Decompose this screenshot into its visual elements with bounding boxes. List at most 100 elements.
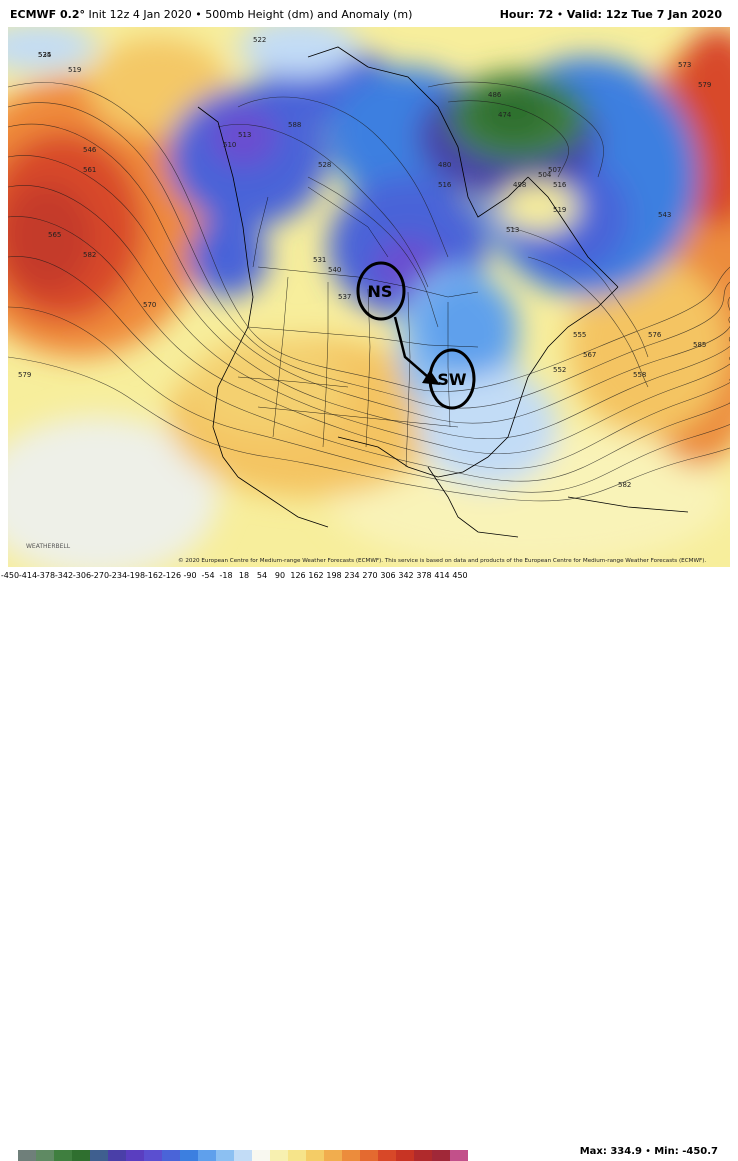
contour-label: 540 bbox=[328, 266, 341, 274]
colorbar-tick-label: -342 bbox=[54, 571, 74, 580]
colorbar-swatch bbox=[270, 1150, 288, 1161]
colorbar-tick-label: -54 bbox=[201, 571, 215, 580]
colorbar-swatch bbox=[90, 1150, 108, 1161]
forecast-hour: Hour: 72 bbox=[499, 8, 554, 21]
contour-label: 585 bbox=[693, 341, 706, 349]
contour-label: 513 bbox=[238, 131, 251, 139]
colorbar-swatch bbox=[234, 1150, 252, 1161]
contour-label: 525 bbox=[38, 51, 51, 59]
colorbar-swatch bbox=[432, 1150, 450, 1161]
colorbar-tick-label: -450 bbox=[0, 571, 20, 580]
max-min-readout: Max: 334.9 • Min: -450.7 bbox=[580, 1146, 718, 1157]
contour-label: 543 bbox=[658, 211, 671, 219]
colorbar-swatch bbox=[288, 1150, 306, 1161]
contour-labels: 5255195225135105465615655825705795165315… bbox=[18, 36, 711, 489]
contour-label: 507 bbox=[548, 166, 561, 174]
copyright-notice: © 2020 European Centre for Medium-range … bbox=[178, 558, 707, 564]
colorbar-swatch bbox=[360, 1150, 378, 1161]
weather-map: NS SW 525 519 522 513 510 546 561 565 582 570 579 5… bbox=[8, 27, 730, 567]
title-left: ECMWF 0.2° Init 12z 4 Jan 2020 • 500mb H… bbox=[10, 8, 412, 21]
contour-label: 579 bbox=[698, 81, 711, 89]
separator: • bbox=[195, 8, 202, 21]
colorbar-swatch bbox=[162, 1150, 180, 1161]
contour-label: 582 bbox=[83, 251, 96, 259]
colorbar-swatch bbox=[342, 1150, 360, 1161]
colorbar-tick-label: -126 bbox=[162, 571, 182, 580]
init-time: Init 12z 4 Jan 2020 bbox=[88, 8, 192, 21]
contour-label: 582 bbox=[618, 481, 631, 489]
colorbar-swatch bbox=[18, 1150, 36, 1161]
colorbar-swatch bbox=[306, 1150, 324, 1161]
colorbar-tick-label: -270 bbox=[90, 571, 110, 580]
field-name: 500mb Height (dm) and Anomaly (m) bbox=[205, 8, 413, 21]
contour-label: 534 bbox=[38, 51, 52, 59]
colorbar-tick-label: 54 bbox=[256, 571, 268, 580]
contour-label: 546 bbox=[83, 146, 97, 154]
contour-label: 531 bbox=[313, 256, 326, 264]
contour-label: 522 bbox=[253, 36, 266, 44]
colorbar-swatch bbox=[72, 1150, 90, 1161]
ns-circle bbox=[356, 261, 406, 321]
max-value: Max: 334.9 bbox=[579, 1146, 642, 1157]
valid-time: Valid: 12z Tue 7 Jan 2020 bbox=[566, 8, 722, 21]
colorbar-swatch bbox=[198, 1150, 216, 1161]
colorbar-swatch bbox=[180, 1150, 198, 1161]
contour-label: 519 bbox=[68, 66, 81, 74]
colorbar-tick-label: 270 bbox=[362, 571, 378, 580]
colorbar-tick-label: 342 bbox=[398, 571, 414, 580]
colorbar-tick-label: 18 bbox=[238, 571, 250, 580]
separator: • bbox=[645, 1146, 652, 1157]
contour-label: 504 bbox=[538, 171, 552, 179]
colorbar-tick-label: 414 bbox=[434, 571, 450, 580]
contour-label: 565 bbox=[48, 231, 61, 239]
colorbar-swatch bbox=[252, 1150, 270, 1161]
contour-label: 573 bbox=[678, 61, 691, 69]
coastlines bbox=[197, 46, 689, 538]
colorbar-swatch bbox=[378, 1150, 396, 1161]
contour-label: 474 bbox=[498, 111, 512, 119]
contour-label: 561 bbox=[83, 166, 96, 174]
sw-circle bbox=[428, 348, 476, 410]
contour-label: 576 bbox=[648, 331, 662, 339]
colorbar-tick-label: 306 bbox=[380, 571, 396, 580]
contour-label: 579 bbox=[18, 371, 31, 379]
colorbar-swatch bbox=[324, 1150, 342, 1161]
colorbar-tick-label: 198 bbox=[326, 571, 342, 580]
sw-label: SW bbox=[437, 370, 467, 389]
contour-label: 480 bbox=[438, 161, 451, 169]
colorbar-tick-label: 378 bbox=[416, 571, 432, 580]
anomaly-map-svg: NS SW 5255195225135105465615655825705795… bbox=[8, 27, 730, 567]
northern-stream-annotation: NS bbox=[356, 261, 406, 321]
colorbar-tick-label: -18 bbox=[219, 571, 233, 580]
colorbar-tick-label: -378 bbox=[36, 571, 56, 580]
colorbar-tick-label: 126 bbox=[290, 571, 306, 580]
colorbar-tick-label: 90 bbox=[274, 571, 286, 580]
contour-label: 558 bbox=[633, 371, 646, 379]
contour-label: 588 bbox=[288, 121, 301, 129]
colorbar-tick-label: -306 bbox=[72, 571, 92, 580]
contour-label: 537 bbox=[338, 293, 351, 301]
min-value: Min: -450.7 bbox=[654, 1146, 718, 1157]
contour-label: 516 bbox=[438, 181, 452, 189]
contour-label: 513 bbox=[506, 226, 519, 234]
colorbar-swatches bbox=[18, 1150, 468, 1161]
colorbar-swatch bbox=[450, 1150, 468, 1161]
header-bar: ECMWF 0.2° Init 12z 4 Jan 2020 • 500mb H… bbox=[0, 0, 738, 27]
colorbar-tick-label: -414 bbox=[18, 571, 38, 580]
colorbar-swatch bbox=[126, 1150, 144, 1161]
colorbar-swatch bbox=[108, 1150, 126, 1161]
colorbar-tick-label: -162 bbox=[144, 571, 164, 580]
contour-label: 570 bbox=[143, 301, 156, 309]
colorbar-tick-label: 234 bbox=[344, 571, 360, 580]
colorbar-tick-label: -234 bbox=[108, 571, 128, 580]
contour-label: 567 bbox=[583, 351, 596, 359]
colorbar-swatch bbox=[396, 1150, 414, 1161]
contour-label: 516 bbox=[553, 181, 567, 189]
colorbar-swatch bbox=[54, 1150, 72, 1161]
southern-wave-annotation: SW bbox=[428, 348, 476, 410]
colorbar-tick-label: 450 bbox=[452, 571, 468, 580]
title-right: Hour: 72 • Valid: 12z Tue 7 Jan 2020 bbox=[500, 8, 722, 21]
contour-label: 519 bbox=[553, 206, 566, 214]
contour-label: 510 bbox=[223, 141, 236, 149]
colorbar-tick-label: 162 bbox=[308, 571, 324, 580]
